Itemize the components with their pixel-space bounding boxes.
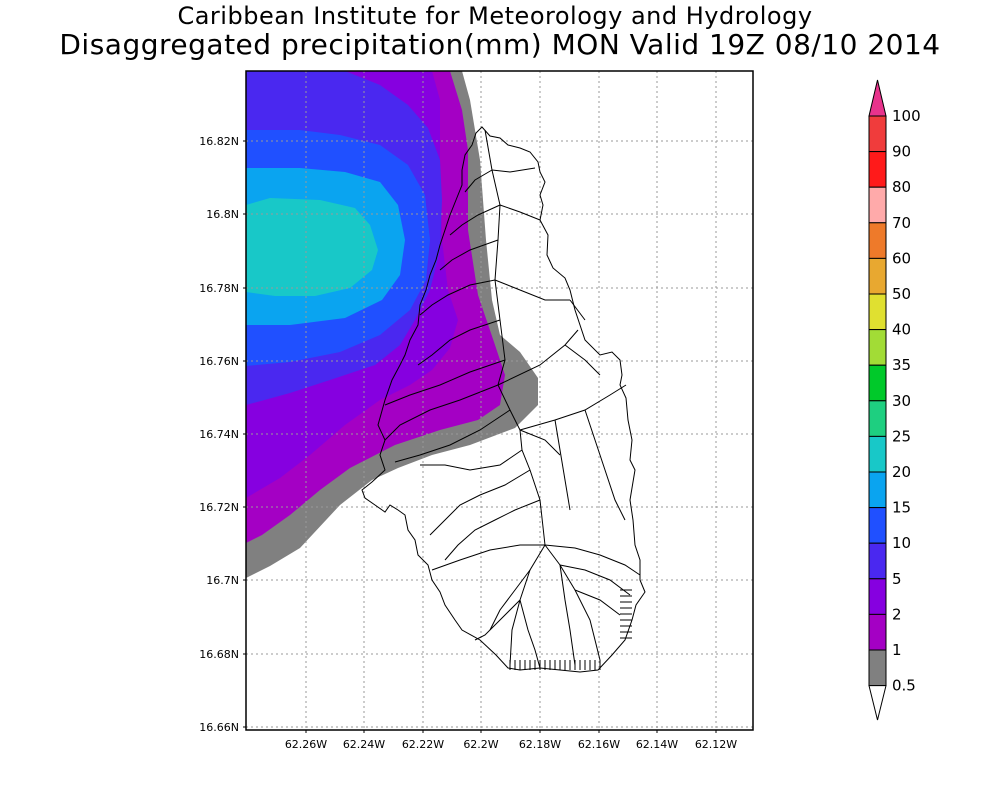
lat-tick-label: 16.68N xyxy=(199,648,239,661)
precipitation-contours xyxy=(246,71,538,578)
legend-swatch xyxy=(868,115,887,153)
legend-label: 50 xyxy=(892,285,911,303)
legend-label: 60 xyxy=(892,249,911,267)
lon-tick-label: 62.14W xyxy=(636,738,678,751)
legend-swatch xyxy=(868,542,887,580)
lat-tick-label: 16.72N xyxy=(199,501,239,514)
legend-swatch xyxy=(868,364,887,402)
lat-tick-label: 16.82N xyxy=(199,135,239,148)
legend-label: 90 xyxy=(892,143,911,161)
legend-label: 15 xyxy=(892,499,911,517)
lat-tick-label: 16.8N xyxy=(206,208,239,221)
lon-tick-label: 62.18W xyxy=(519,738,561,751)
legend-swatch-top xyxy=(868,79,887,117)
lon-tick-label: 62.12W xyxy=(695,738,737,751)
lat-tick-label: 16.74N xyxy=(199,428,239,441)
legend-swatch xyxy=(868,186,887,224)
shore-detail xyxy=(509,589,632,670)
legend-label: 5 xyxy=(892,570,902,588)
lon-tick-label: 62.22W xyxy=(402,738,444,751)
legend-swatch xyxy=(868,471,887,509)
title-product: Disaggregated precipitation(mm) MON Vali… xyxy=(59,28,941,61)
legend-swatch xyxy=(868,151,887,188)
legend-label: 30 xyxy=(892,392,911,410)
lon-tick-label: 62.24W xyxy=(343,738,385,751)
contour-20mm xyxy=(246,198,378,296)
lat-tick-label: 16.76N xyxy=(199,355,239,368)
legend-label: 100 xyxy=(892,107,921,125)
longitude-labels: 62.26W 62.24W 62.22W 62.2W 62.18W 62.16W 62.14… xyxy=(285,730,737,751)
lat-tick-label: 16.66N xyxy=(199,721,239,734)
legend-swatch xyxy=(868,293,887,331)
legend-label: 0.5 xyxy=(892,677,916,695)
legend-label: 1 xyxy=(892,641,902,659)
legend-label: 20 xyxy=(892,463,911,481)
legend-label: 80 xyxy=(892,178,911,196)
legend-label: 10 xyxy=(892,534,911,552)
legend-swatch xyxy=(868,613,887,651)
legend-swatch xyxy=(868,257,887,295)
legend-swatch xyxy=(868,400,887,437)
title-institute: Caribbean Institute for Meteorology and … xyxy=(177,2,813,30)
lat-tick-label: 16.78N xyxy=(199,282,239,295)
legend-label: 35 xyxy=(892,356,911,374)
legend-swatch xyxy=(868,329,887,366)
color-legend: 100 90 80 70 60 50 40 35 30 25 20 15 10 5 2 1 0.5 xyxy=(868,79,921,721)
legend-label: 25 xyxy=(892,427,911,445)
legend-swatch xyxy=(868,222,887,259)
legend-swatch xyxy=(868,649,887,687)
plot-frame xyxy=(245,70,754,731)
lon-tick-label: 62.26W xyxy=(285,738,327,751)
legend-swatch xyxy=(868,578,887,615)
legend-swatch xyxy=(868,435,887,473)
legend-label: 70 xyxy=(892,214,911,232)
lon-tick-label: 62.2W xyxy=(463,738,498,751)
legend-swatch xyxy=(868,507,887,544)
latitude-labels: 16.82N 16.8N 16.78N 16.76N 16.74N 16.72N 16.7N… xyxy=(199,135,246,734)
legend-swatch-bottom xyxy=(868,685,887,721)
lon-tick-label: 62.16W xyxy=(578,738,620,751)
lat-tick-label: 16.7N xyxy=(206,574,239,587)
legend-label: 40 xyxy=(892,321,911,339)
legend-label: 2 xyxy=(892,605,902,623)
